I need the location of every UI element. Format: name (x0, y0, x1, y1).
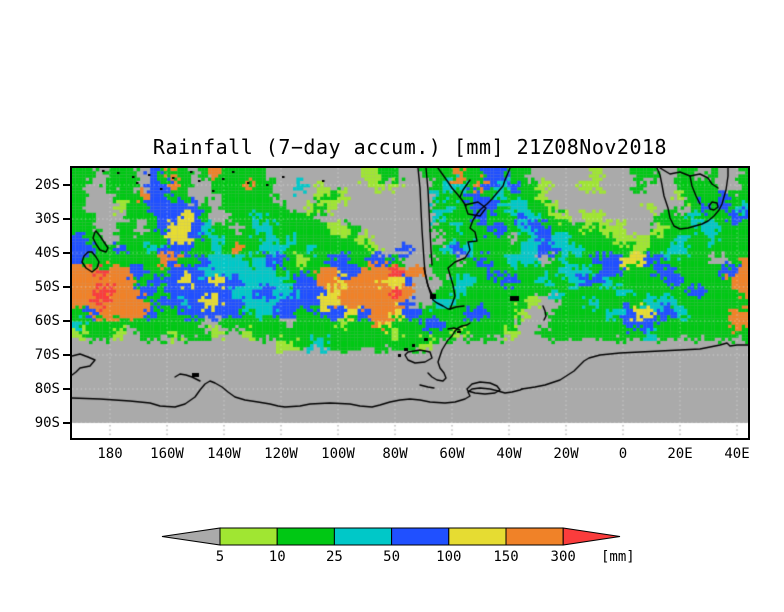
y-tick-label: 30S (34, 211, 60, 227)
colorbar-threshold-label: 10 (269, 549, 286, 565)
colorbar-segment (505, 527, 564, 546)
x-tick-label: 80W (382, 446, 408, 462)
colorbar-threshold-label: 300 (551, 549, 576, 565)
y-tick-label: 60S (34, 313, 60, 329)
y-tick-mark (63, 218, 71, 220)
colorbar-unit-label: [mm] (601, 549, 635, 565)
y-tick-label: 80S (34, 381, 60, 397)
colorbar-arrow-above (562, 527, 621, 546)
y-tick-mark (63, 252, 71, 254)
y-tick-label: 70S (34, 347, 60, 363)
colorbar-threshold-label: 100 (436, 549, 461, 565)
x-tick-label: 0 (618, 446, 628, 462)
colorbar-segment (276, 527, 335, 546)
y-tick-label: 50S (34, 279, 60, 295)
x-tick-label: 20W (553, 446, 579, 462)
y-tick-label: 20S (34, 177, 60, 193)
x-tick-label: 120W (264, 446, 298, 462)
x-tick-label: 140W (207, 446, 241, 462)
colorbar-segments (161, 527, 621, 546)
colorbar-segment (448, 527, 507, 546)
colorbar-segment (219, 527, 278, 546)
y-tick-label: 90S (34, 415, 60, 431)
y-tick-mark (63, 286, 71, 288)
chart-title: Rainfall (7−day accum.) [mm] 21Z08Nov201… (152, 135, 668, 159)
rainfall-map-canvas (72, 168, 748, 438)
colorbar-segment (391, 527, 450, 546)
x-tick-label: 20E (667, 446, 693, 462)
y-tick-mark (63, 354, 71, 356)
x-tick-label: 40W (496, 446, 522, 462)
y-tick-mark (63, 320, 71, 322)
y-tick-mark (63, 388, 71, 390)
colorbar-threshold-label: 150 (493, 549, 518, 565)
x-tick-label: 60W (439, 446, 465, 462)
x-tick-label: 160W (150, 446, 184, 462)
colorbar-threshold-label: 5 (216, 549, 224, 565)
colorbar-segment (333, 527, 393, 546)
x-tick-label: 100W (321, 446, 355, 462)
colorbar-threshold-label: 25 (326, 549, 343, 565)
colorbar-arrow-below (161, 527, 221, 546)
y-tick-mark (63, 184, 71, 186)
y-tick-label: 40S (34, 245, 60, 261)
x-tick-label: 40E (724, 446, 750, 462)
colorbar: 5 10 25 50 100 150 300 [mm] (161, 527, 635, 565)
x-tick-label: 180 (97, 446, 123, 462)
y-tick-mark (63, 422, 71, 424)
map-plot-area (70, 166, 750, 440)
colorbar-threshold-label: 50 (383, 549, 400, 565)
colorbar-labels: 5 10 25 50 100 150 300 (216, 549, 576, 565)
